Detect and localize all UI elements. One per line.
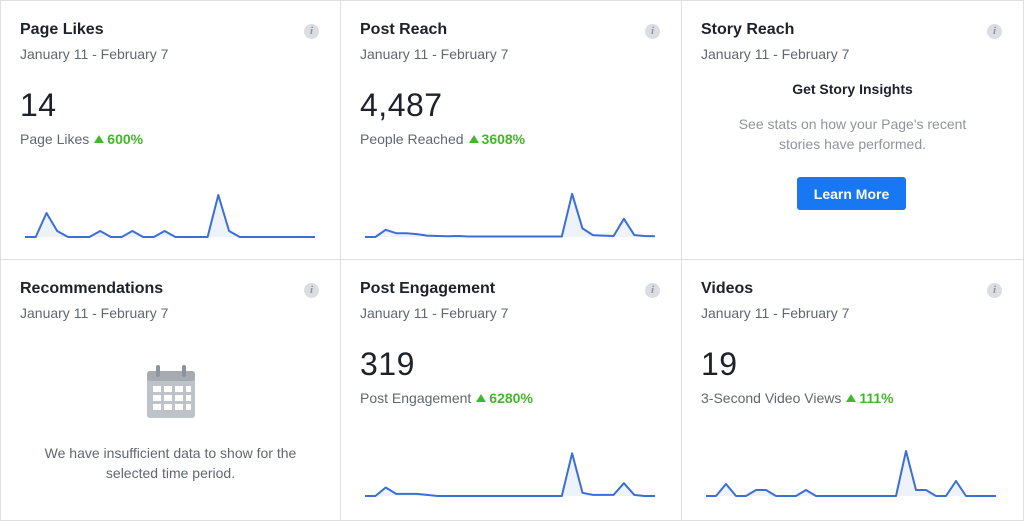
- card-title: Page Likes: [20, 21, 104, 38]
- insufficient-data-message: We have insufficient data to show for th…: [44, 445, 297, 481]
- sparkline-area: [25, 195, 315, 237]
- metric-label-row: People Reached 3608%: [360, 131, 525, 147]
- metric-label: 3-Second Video Views: [701, 390, 842, 406]
- sparkline-line: [365, 452, 655, 497]
- metric-label: Post Engagement: [360, 390, 472, 406]
- up-arrow-icon: [846, 394, 857, 402]
- up-arrow-icon: [476, 394, 487, 402]
- card-title: Post Reach: [360, 21, 448, 38]
- info-icon[interactable]: i: [304, 24, 319, 39]
- metric-label: Page Likes: [20, 131, 90, 147]
- story-insights-heading: Get Story Insights: [792, 81, 913, 97]
- change-percent: 3608%: [481, 131, 526, 147]
- card-date-range: January 11 - February 7: [20, 46, 169, 62]
- metric-label-row: Post Engagement 6280%: [360, 390, 533, 406]
- sparkline-area: [365, 453, 655, 496]
- sparkline-chart: [365, 192, 655, 238]
- story-insights-description: See stats on how your Page's recent stor…: [738, 116, 967, 152]
- info-icon[interactable]: i: [645, 24, 660, 39]
- card-date-range: January 11 - February 7: [20, 305, 169, 321]
- card-title: Recommendations: [20, 280, 164, 297]
- change-percent: 111%: [859, 390, 894, 406]
- sparkline-line: [365, 192, 655, 238]
- sparkline-chart: [706, 450, 996, 497]
- card-date-range: January 11 - February 7: [360, 305, 509, 321]
- metric-label-row: Page Likes 600%: [20, 131, 143, 147]
- post-reach-card[interactable]: Post Reach January 11 - February 7 i 4,4…: [340, 0, 682, 260]
- metric-value: 14: [20, 87, 57, 123]
- metric-label-row: 3-Second Video Views 111%: [701, 390, 894, 406]
- card-title: Story Reach: [701, 21, 795, 38]
- sparkline-line: [25, 194, 315, 238]
- card-date-range: January 11 - February 7: [701, 305, 850, 321]
- metric-value: 319: [360, 346, 415, 382]
- sparkline-chart: [365, 452, 655, 497]
- metric-value: 19: [701, 346, 738, 382]
- change-percent: 6280%: [489, 390, 533, 406]
- up-arrow-icon: [468, 135, 479, 143]
- card-title: Videos: [701, 280, 754, 297]
- sparkline-area: [706, 451, 996, 496]
- up-arrow-icon: [94, 135, 105, 143]
- sparkline-chart: [25, 194, 315, 238]
- post-engagement-card[interactable]: Post Engagement January 11 - February 7 …: [340, 259, 682, 521]
- learn-more-button[interactable]: Learn More: [797, 177, 906, 210]
- info-icon[interactable]: i: [304, 283, 319, 298]
- info-icon[interactable]: i: [645, 283, 660, 298]
- page-likes-card[interactable]: Page Likes January 11 - February 7 i 14 …: [0, 0, 341, 260]
- card-date-range: January 11 - February 7: [360, 46, 509, 62]
- info-icon[interactable]: i: [987, 283, 1002, 298]
- change-percent: 600%: [107, 131, 144, 147]
- metric-label: People Reached: [360, 131, 464, 147]
- recommendations-card[interactable]: Recommendations January 11 - February 7 …: [0, 259, 341, 521]
- sparkline-area: [365, 193, 655, 237]
- card-title: Post Engagement: [360, 280, 496, 297]
- card-date-range: January 11 - February 7: [701, 46, 850, 62]
- videos-card[interactable]: Videos January 11 - February 7 i 19 3-Se…: [681, 259, 1024, 521]
- sparkline-line: [706, 450, 996, 497]
- info-icon[interactable]: i: [987, 24, 1002, 39]
- metric-value: 4,487: [360, 87, 443, 123]
- calendar-icon: [147, 365, 195, 418]
- story-reach-card[interactable]: Story Reach January 11 - February 7 i Ge…: [681, 0, 1024, 260]
